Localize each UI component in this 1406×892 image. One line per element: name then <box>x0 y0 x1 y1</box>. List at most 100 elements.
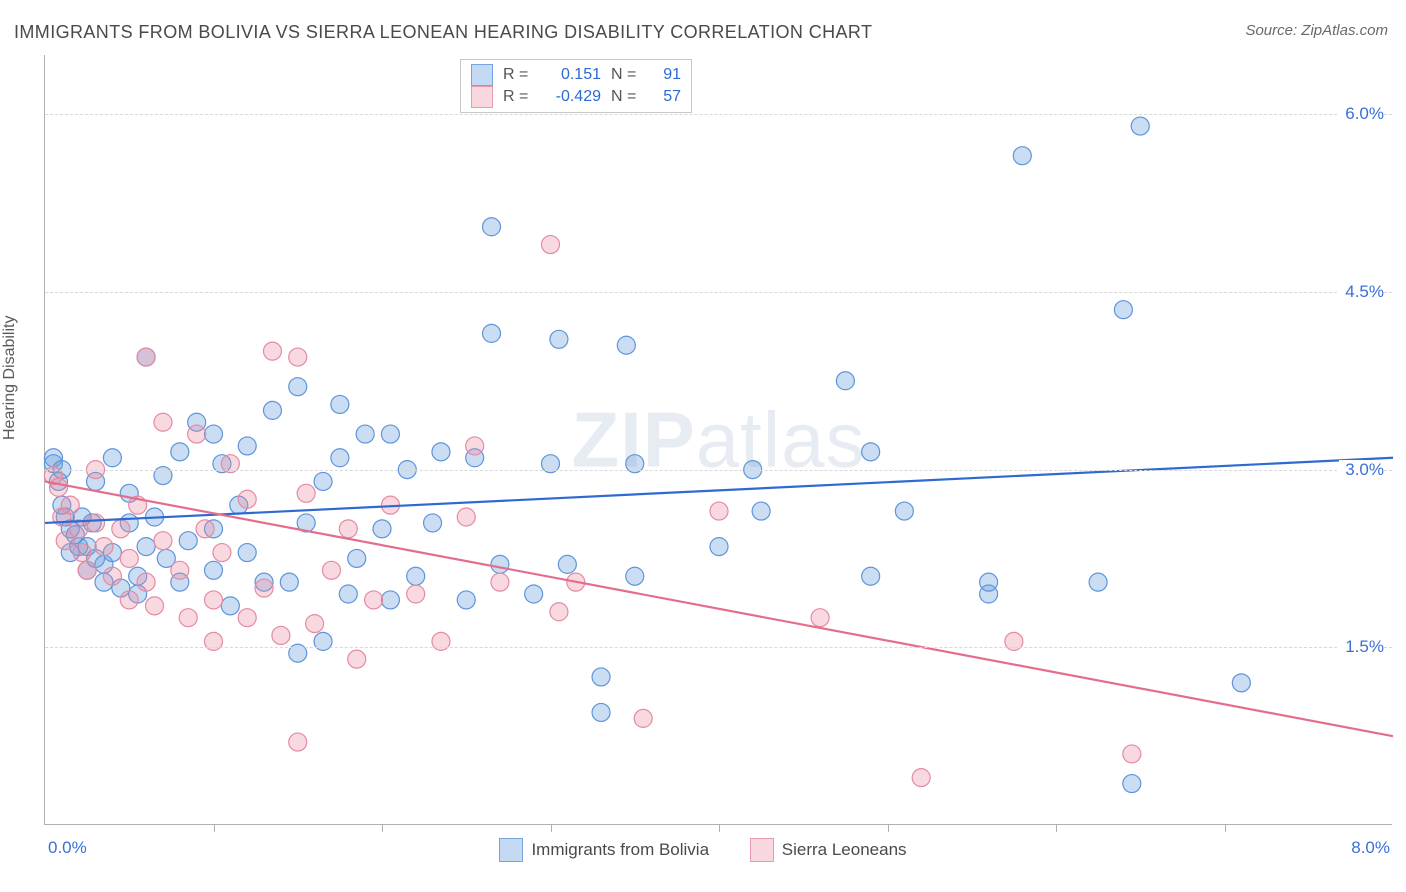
n-value-1: 57 <box>649 86 681 108</box>
data-point <box>483 218 501 236</box>
data-point <box>525 585 543 603</box>
n-label: N = <box>611 86 639 108</box>
data-point <box>542 236 560 254</box>
y-tick-label: 3.0% <box>1339 460 1384 480</box>
data-point <box>626 567 644 585</box>
series-legend: Immigrants from Bolivia Sierra Leoneans <box>0 838 1406 867</box>
data-point <box>78 561 96 579</box>
stats-legend-row: R = -0.429 N = 57 <box>471 86 681 108</box>
data-point <box>314 472 332 490</box>
data-point <box>710 538 728 556</box>
data-point <box>339 585 357 603</box>
data-point <box>432 443 450 461</box>
data-point <box>348 650 366 668</box>
x-tick <box>214 824 215 832</box>
data-point <box>331 449 349 467</box>
gridline <box>45 470 1392 471</box>
chart-title: IMMIGRANTS FROM BOLIVIA VS SIERRA LEONEA… <box>14 22 872 43</box>
data-point <box>306 615 324 633</box>
data-point <box>221 597 239 615</box>
data-point <box>980 573 998 591</box>
legend-label-0: Immigrants from Bolivia <box>531 840 709 860</box>
data-point <box>112 520 130 538</box>
data-point <box>331 395 349 413</box>
data-point <box>171 561 189 579</box>
data-point <box>272 626 290 644</box>
data-point <box>1131 117 1149 135</box>
y-axis-title: Hearing Disability <box>1 316 19 441</box>
data-point <box>1232 674 1250 692</box>
r-value-1: -0.429 <box>541 86 601 108</box>
data-point <box>289 348 307 366</box>
data-point <box>137 538 155 556</box>
gridline <box>45 292 1392 293</box>
r-value-0: 0.151 <box>541 64 601 86</box>
n-label: N = <box>611 64 639 86</box>
data-point <box>137 573 155 591</box>
data-point <box>103 449 121 467</box>
data-point <box>592 703 610 721</box>
data-point <box>179 532 197 550</box>
data-point <box>146 597 164 615</box>
gridline <box>45 114 1392 115</box>
x-tick <box>382 824 383 832</box>
legend-label-1: Sierra Leoneans <box>782 840 907 860</box>
data-point <box>811 609 829 627</box>
data-point <box>120 591 138 609</box>
chart-svg <box>45 55 1392 824</box>
data-point <box>1114 301 1132 319</box>
data-point <box>238 437 256 455</box>
data-point <box>213 544 231 562</box>
data-point <box>188 425 206 443</box>
data-point <box>297 484 315 502</box>
data-point <box>339 520 357 538</box>
data-point <box>1123 775 1141 793</box>
x-tick <box>719 824 720 832</box>
chart-container: IMMIGRANTS FROM BOLIVIA VS SIERRA LEONEA… <box>0 0 1406 892</box>
data-point <box>895 502 913 520</box>
data-point <box>710 502 728 520</box>
data-point <box>407 567 425 585</box>
data-point <box>634 709 652 727</box>
data-point <box>466 437 484 455</box>
data-point <box>137 348 155 366</box>
x-tick <box>888 824 889 832</box>
data-point <box>238 490 256 508</box>
r-label: R = <box>503 86 531 108</box>
data-point <box>263 401 281 419</box>
n-value-0: 91 <box>649 64 681 86</box>
data-point <box>196 520 214 538</box>
data-point <box>120 549 138 567</box>
data-point <box>205 561 223 579</box>
legend-item-0: Immigrants from Bolivia <box>499 838 709 862</box>
data-point <box>238 544 256 562</box>
data-point <box>550 603 568 621</box>
data-point <box>61 496 79 514</box>
y-tick-label: 4.5% <box>1339 282 1384 302</box>
data-point <box>73 544 91 562</box>
data-point <box>154 413 172 431</box>
data-point <box>381 591 399 609</box>
data-point <box>280 573 298 591</box>
data-point <box>255 579 273 597</box>
data-point <box>179 609 197 627</box>
data-point <box>424 514 442 532</box>
data-point <box>95 538 113 556</box>
data-point <box>171 443 189 461</box>
data-point <box>103 567 121 585</box>
stats-legend-row: R = 0.151 N = 91 <box>471 64 681 86</box>
data-point <box>912 769 930 787</box>
x-tick <box>1056 824 1057 832</box>
data-point <box>49 478 67 496</box>
y-tick-label: 1.5% <box>1339 637 1384 657</box>
data-point <box>491 573 509 591</box>
data-point <box>1123 745 1141 763</box>
data-point <box>457 508 475 526</box>
data-point <box>483 324 501 342</box>
data-point <box>592 668 610 686</box>
data-point <box>752 502 770 520</box>
data-point <box>87 514 105 532</box>
swatch-series-1 <box>471 86 493 108</box>
data-point <box>550 330 568 348</box>
data-point <box>862 567 880 585</box>
